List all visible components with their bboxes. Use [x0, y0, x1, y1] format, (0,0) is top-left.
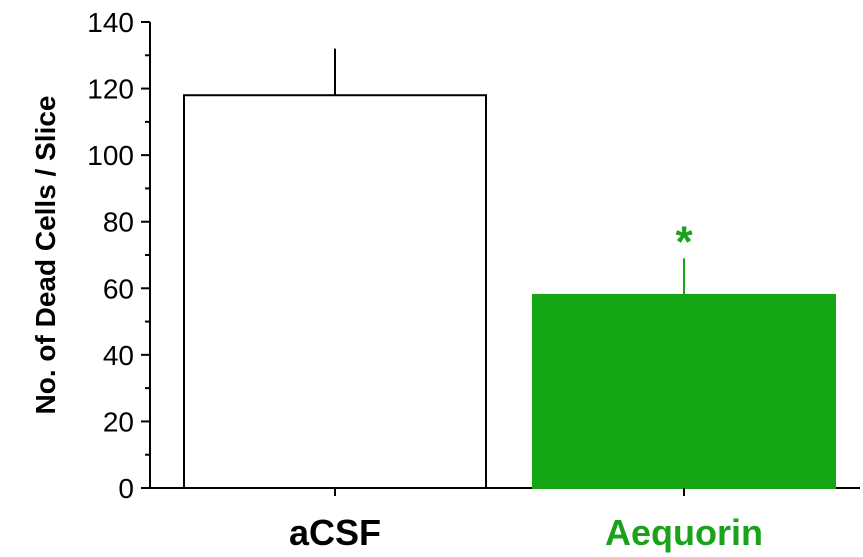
bar-aequorin [532, 293, 836, 490]
y-tick-label: 140 [87, 7, 134, 38]
y-tick-label: 40 [103, 340, 134, 371]
significance-marker: * [675, 217, 693, 266]
x-tick-labels: aCSF Aequorin [289, 488, 763, 553]
bar-acsf [183, 94, 487, 489]
y-tick-label: 0 [118, 473, 134, 504]
x-tick-label: Aequorin [605, 512, 763, 553]
y-tick-label: 120 [87, 74, 134, 105]
x-tick-label: aCSF [289, 512, 381, 553]
y-ticks: 0 20 40 60 80 100 120 140 [87, 7, 150, 504]
y-tick-label: 60 [103, 273, 134, 304]
y-tick-label: 20 [103, 406, 134, 437]
bars: * [183, 48, 836, 490]
y-axis-title: No. of Dead Cells / Slice [30, 96, 61, 415]
y-tick-label: 100 [87, 140, 134, 171]
y-tick-label: 80 [103, 207, 134, 238]
